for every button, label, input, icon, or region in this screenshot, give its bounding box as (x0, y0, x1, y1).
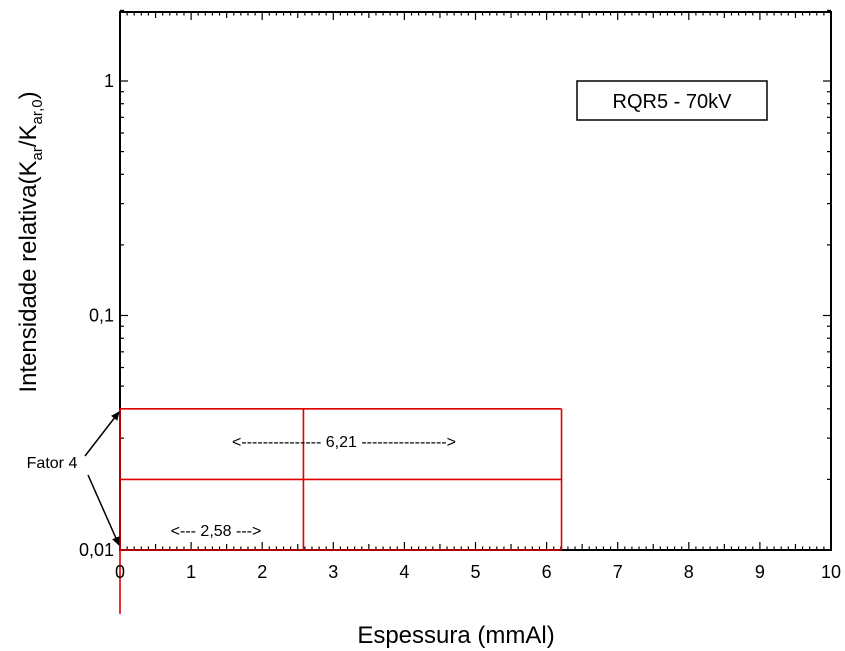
reference-lines (119, 408, 563, 614)
y-axis-title: Intensidade relativa(Kar/Kar,0) (15, 91, 46, 392)
x-tick-label: 8 (684, 562, 694, 582)
y-tick-label: 1 (104, 71, 114, 91)
x-tick-label: 0 (115, 562, 125, 582)
ticks-group (119, 9, 832, 551)
y-axis-title-end: ) (15, 91, 42, 99)
y-tick-label: 0,01 (79, 540, 114, 560)
x-tick-label: 6 (542, 562, 552, 582)
legend-box (576, 80, 768, 121)
x-tick-label: 2 (257, 562, 267, 582)
factor-arrow-upper (84, 411, 120, 457)
y-axis-title-sub2: ar,0 (29, 99, 46, 124)
hvl1-annotation: <--- 2,58 ---> (171, 523, 262, 540)
x-tick-label: 1 (186, 562, 196, 582)
y-axis-title-mid: /K (15, 124, 42, 147)
x-tick-label: 7 (613, 562, 623, 582)
x-tick-label: 4 (399, 562, 409, 582)
factor-arrow-lower (87, 474, 120, 546)
x-tick-label: 3 (328, 562, 338, 582)
x-tick-label: 9 (755, 562, 765, 582)
hvl2-annotation: <--------------- 6,21 ----------------> (232, 434, 456, 451)
tick-labels: 0 1 2 3 4 5 6 7 8 9 10 0,01 0,1 1 (79, 71, 841, 582)
factor-label: Fator 4 (27, 455, 78, 472)
legend-label: RQR5 - 70kV (613, 91, 733, 113)
x-axis-title: Espessura (mmAl) (357, 622, 554, 649)
x-tick-label: 10 (821, 562, 841, 582)
y-axis-title-main: Intensidade relativa(K (15, 160, 42, 392)
x-tick-label: 5 (470, 562, 480, 582)
y-axis-title-sub1: ar (29, 147, 46, 160)
y-tick-label: 0,1 (89, 306, 114, 326)
